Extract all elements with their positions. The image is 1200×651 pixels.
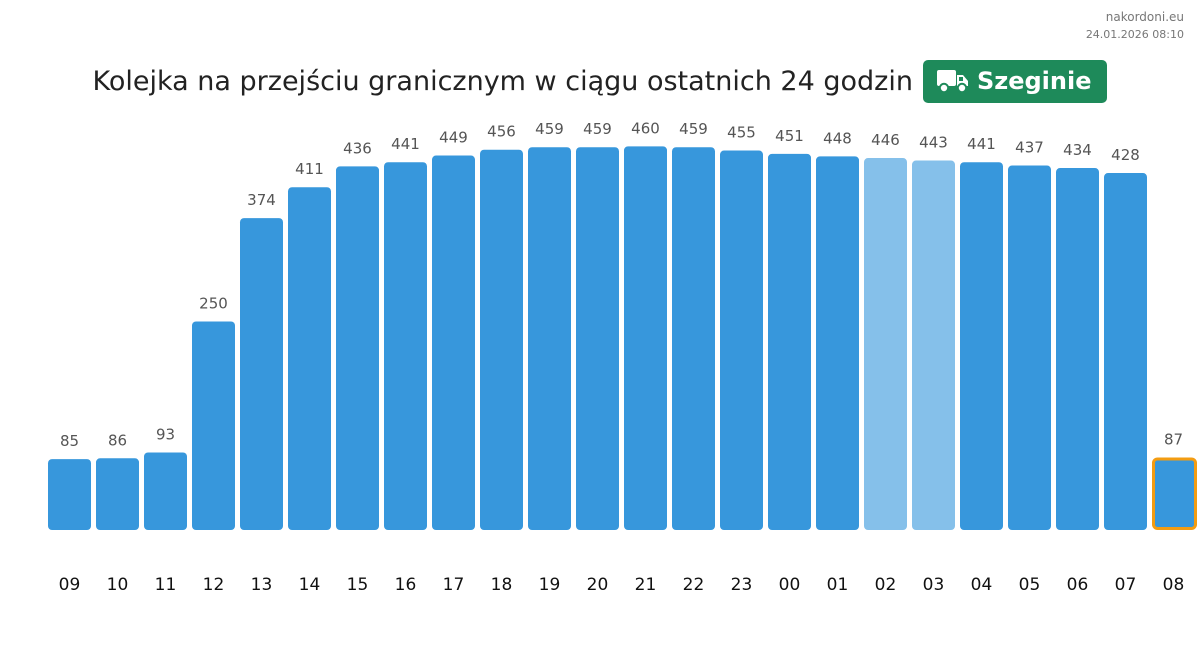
- hour-label-00: 00: [779, 575, 801, 595]
- value-label-00: 451: [775, 127, 804, 145]
- hour-label-01: 01: [827, 575, 849, 595]
- bar-02[interactable]: [864, 158, 907, 530]
- hour-label-06: 06: [1067, 575, 1089, 595]
- hour-label-11: 11: [155, 575, 177, 595]
- hour-label-17: 17: [443, 575, 465, 595]
- hour-label-10: 10: [107, 575, 129, 595]
- bar-08[interactable]: [1152, 457, 1197, 530]
- bar-16[interactable]: [384, 162, 427, 530]
- hour-label-08: 08: [1163, 575, 1185, 595]
- source-site: nakordoni.eu: [1105, 10, 1184, 24]
- chart-title: Kolejka na przejściu granicznym w ciągu …: [92, 65, 913, 97]
- hour-label-22: 22: [683, 575, 705, 595]
- value-label-20: 459: [583, 120, 612, 138]
- value-label-22: 459: [679, 120, 708, 138]
- value-label-13: 374: [247, 191, 276, 209]
- hour-label-14: 14: [299, 575, 321, 595]
- bar-00[interactable]: [768, 153, 811, 530]
- value-label-01: 448: [823, 129, 852, 147]
- value-label-19: 459: [535, 120, 564, 138]
- value-label-17: 449: [439, 129, 468, 147]
- hour-label-05: 05: [1019, 575, 1041, 595]
- value-label-07: 428: [1111, 146, 1140, 164]
- value-label-18: 456: [487, 123, 516, 141]
- hour-label-07: 07: [1115, 575, 1137, 595]
- bar-09[interactable]: [48, 459, 91, 530]
- bar-22[interactable]: [672, 147, 715, 530]
- bar-11[interactable]: [144, 452, 187, 530]
- hour-label-04: 04: [971, 575, 993, 595]
- bar-01[interactable]: [816, 156, 859, 531]
- crossing-badge: Szeginie: [922, 59, 1108, 103]
- bar-07[interactable]: [1104, 173, 1147, 530]
- chart-header: Kolejka na przejściu granicznym w ciągu …: [0, 58, 1200, 104]
- bar-13[interactable]: [240, 218, 283, 531]
- value-label-05: 437: [1015, 139, 1044, 157]
- bar-18[interactable]: [480, 149, 523, 531]
- value-label-06: 434: [1063, 141, 1092, 159]
- bar-05[interactable]: [1008, 165, 1051, 531]
- value-label-02: 446: [871, 131, 900, 149]
- bar-03[interactable]: [912, 160, 955, 530]
- value-label-15: 436: [343, 139, 372, 157]
- bar-10[interactable]: [96, 458, 139, 530]
- value-label-10: 86: [108, 431, 127, 449]
- bar-04[interactable]: [960, 162, 1003, 530]
- value-label-08: 87: [1164, 430, 1183, 448]
- value-label-16: 441: [391, 135, 420, 153]
- bar-06[interactable]: [1056, 168, 1099, 530]
- hour-label-02: 02: [875, 575, 897, 595]
- hour-label-20: 20: [587, 575, 609, 595]
- bar-17[interactable]: [432, 155, 475, 530]
- bar-14[interactable]: [288, 187, 331, 530]
- value-label-04: 441: [967, 135, 996, 153]
- bar-19[interactable]: [528, 147, 571, 530]
- source-timestamp: 24.01.2026 08:10: [1085, 28, 1184, 41]
- crossing-name: Szeginie: [976, 67, 1092, 95]
- value-label-12: 250: [199, 295, 228, 313]
- truck-icon: [936, 70, 968, 94]
- value-label-14: 411: [295, 160, 324, 178]
- hour-label-15: 15: [347, 575, 369, 595]
- bar-20[interactable]: [576, 147, 619, 530]
- hour-label-13: 13: [251, 575, 273, 595]
- hour-label-23: 23: [731, 575, 753, 595]
- hour-label-03: 03: [923, 575, 945, 595]
- bar-23[interactable]: [720, 150, 763, 530]
- source-info: nakordoni.eu 24.01.2026 08:10: [1086, 9, 1184, 43]
- value-label-21: 460: [631, 119, 660, 137]
- hour-label-18: 18: [491, 575, 513, 595]
- bar-12[interactable]: [192, 321, 235, 531]
- value-label-09: 85: [60, 432, 79, 450]
- bar-21[interactable]: [624, 146, 667, 531]
- hour-label-16: 16: [395, 575, 417, 595]
- hour-label-21: 21: [635, 575, 657, 595]
- value-label-11: 93: [156, 425, 175, 443]
- value-label-23: 455: [727, 124, 756, 142]
- hour-label-12: 12: [203, 575, 225, 595]
- bar-15[interactable]: [336, 166, 379, 530]
- hour-label-19: 19: [539, 575, 561, 595]
- hour-label-09: 09: [59, 575, 81, 595]
- value-label-03: 443: [919, 134, 948, 152]
